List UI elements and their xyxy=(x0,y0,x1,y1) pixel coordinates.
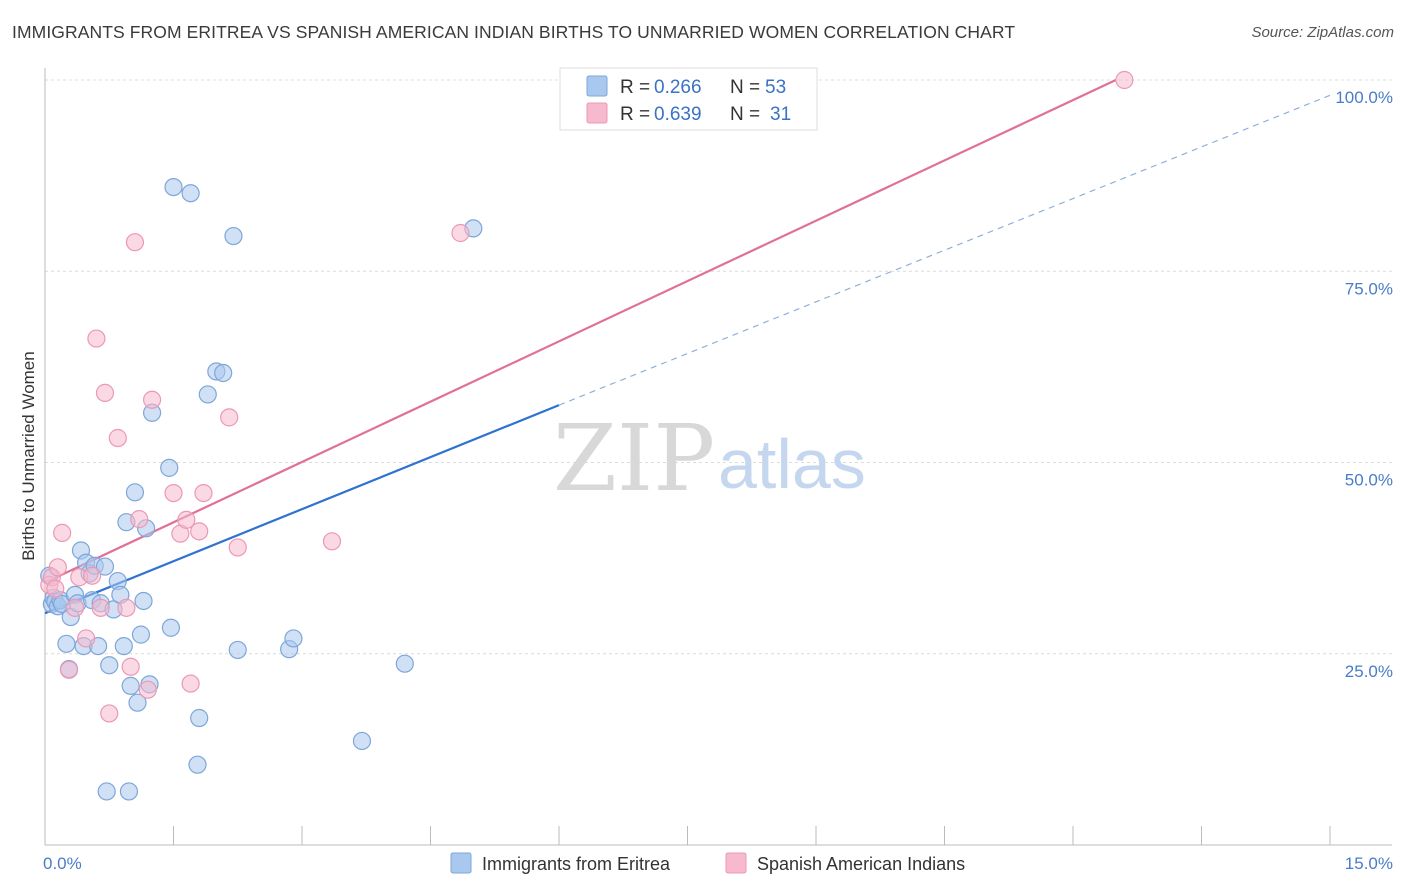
trendline-eritrea-extension xyxy=(558,94,1331,406)
point-eritrea xyxy=(284,629,303,648)
point-eritrea xyxy=(190,708,209,728)
point-spanish-american-indian xyxy=(46,579,65,598)
point-spanish-american-indian xyxy=(121,657,140,676)
point-eritrea xyxy=(121,676,140,695)
bottom-legend-swatch-blue xyxy=(450,852,472,874)
point-eritrea xyxy=(125,483,145,502)
point-spanish-american-indian xyxy=(83,566,102,585)
point-spanish-american-indian xyxy=(181,674,200,693)
legend-r-label-2: R = xyxy=(620,104,650,125)
chart-title: IMMIGRANTS FROM ERITREA VS SPANISH AMERI… xyxy=(12,22,1016,42)
point-spanish-american-indian xyxy=(117,598,136,617)
x-tick-label: 0.0% xyxy=(43,854,82,873)
point-eritrea xyxy=(97,782,116,801)
point-spanish-american-indian xyxy=(87,329,106,348)
watermark-zip: ZIP xyxy=(553,405,715,512)
point-spanish-american-indian xyxy=(138,680,157,699)
point-eritrea xyxy=(131,625,151,644)
point-spanish-american-indian xyxy=(125,233,145,252)
point-spanish-american-indian xyxy=(322,532,342,551)
data-points xyxy=(40,70,1134,801)
point-spanish-american-indian xyxy=(59,660,79,679)
source-label: Source: ZipAtlas.com xyxy=(1251,24,1394,41)
y-tick-label: 50.0% xyxy=(1345,471,1393,490)
point-eritrea xyxy=(164,178,183,197)
y-tick-label: 100.0% xyxy=(1335,88,1393,107)
legend-n-value-2: 31 xyxy=(770,104,791,125)
legend-r-value-2: 0.639 xyxy=(654,104,702,125)
bottom-legend-swatch-pink xyxy=(725,852,747,874)
point-eritrea xyxy=(161,618,181,637)
point-eritrea xyxy=(198,385,217,404)
legend-swatch-pink xyxy=(586,102,608,124)
point-eritrea xyxy=(114,636,133,656)
point-eritrea xyxy=(95,557,115,576)
point-spanish-american-indian xyxy=(95,383,115,402)
point-eritrea xyxy=(119,782,139,801)
point-spanish-american-indian xyxy=(177,510,196,529)
point-spanish-american-indian xyxy=(164,484,183,503)
point-spanish-american-indian xyxy=(77,629,96,648)
point-eritrea xyxy=(395,654,414,673)
trendline-eritrea xyxy=(44,404,560,615)
point-spanish-american-indian xyxy=(108,428,127,448)
point-eritrea xyxy=(160,458,179,477)
point-spanish-american-indian xyxy=(451,223,470,243)
point-spanish-american-indian xyxy=(130,510,149,529)
point-eritrea xyxy=(134,591,153,611)
legend: R = 0.266 N = 53 R = 0.639 N = 31 xyxy=(559,67,818,131)
point-eritrea xyxy=(214,363,233,383)
legend-r-value-1: 0.266 xyxy=(654,77,702,98)
legend-swatch-blue xyxy=(586,75,608,97)
point-eritrea xyxy=(100,656,119,675)
axes xyxy=(44,68,1392,846)
legend-n-value-1: 53 xyxy=(765,77,786,98)
point-spanish-american-indian xyxy=(228,538,247,557)
watermark-atlas: atlas xyxy=(718,425,866,503)
bottom-legend-label-eritrea: Immigrants from Eritrea xyxy=(482,854,671,874)
legend-n-label-1: N = xyxy=(730,77,760,98)
point-spanish-american-indian xyxy=(53,523,72,542)
legend-n-label-2: N = xyxy=(730,104,760,125)
point-spanish-american-indian xyxy=(194,484,213,503)
point-eritrea xyxy=(128,693,147,712)
trendlines xyxy=(44,79,1331,615)
y-tick-label: 75.0% xyxy=(1345,279,1393,298)
point-spanish-american-indian xyxy=(100,704,119,723)
point-eritrea xyxy=(57,634,76,653)
legend-r-label-1: R = xyxy=(620,77,650,98)
x-tick-label: 15.0% xyxy=(1345,854,1393,873)
point-spanish-american-indian xyxy=(190,522,209,541)
x-tick-labels: 0.0% 15.0% xyxy=(43,854,1393,873)
y-tick-labels: 25.0% 50.0% 75.0% 100.0% xyxy=(1335,88,1393,681)
point-spanish-american-indian xyxy=(65,598,85,617)
point-spanish-american-indian xyxy=(48,558,67,577)
point-eritrea xyxy=(352,731,372,751)
bottom-legend: Immigrants from Eritrea Spanish American… xyxy=(450,852,965,874)
gridlines xyxy=(45,79,1392,655)
point-spanish-american-indian xyxy=(142,390,162,409)
bottom-legend-label-spanish: Spanish American Indians xyxy=(757,854,965,874)
point-eritrea xyxy=(224,226,243,246)
point-eritrea xyxy=(228,640,247,660)
point-spanish-american-indian xyxy=(1115,70,1134,90)
watermark: ZIP atlas xyxy=(553,405,866,512)
y-tick-label: 25.0% xyxy=(1345,662,1393,681)
y-axis-label: Births to Unmarried Women xyxy=(19,351,38,560)
point-eritrea xyxy=(181,184,200,203)
point-eritrea xyxy=(188,755,207,774)
point-spanish-american-indian xyxy=(220,408,239,427)
trendline-spanish-american-indian xyxy=(44,79,1117,584)
point-spanish-american-indian xyxy=(91,598,110,617)
